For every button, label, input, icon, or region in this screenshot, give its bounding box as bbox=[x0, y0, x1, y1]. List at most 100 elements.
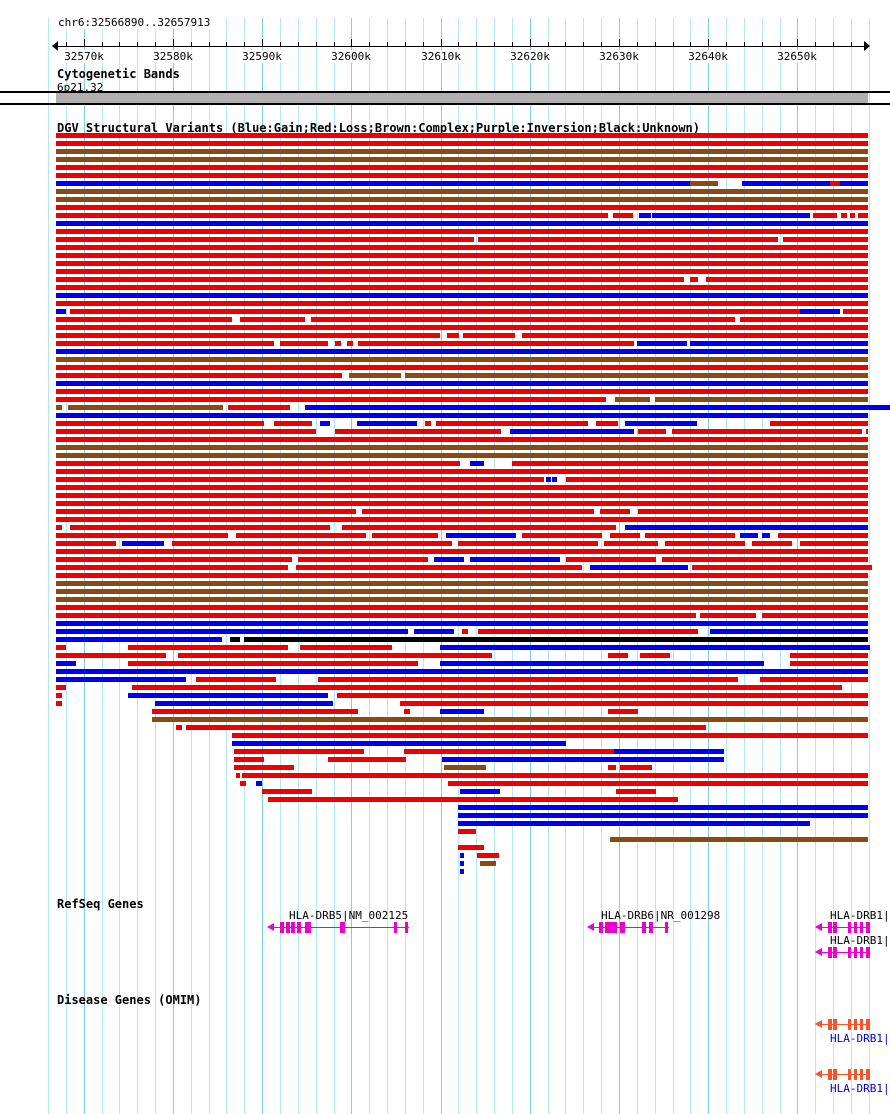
dgv-variant-track[interactable] bbox=[0, 133, 890, 878]
dgv-variant-loss[interactable] bbox=[56, 229, 868, 234]
dgv-variant-gain[interactable] bbox=[357, 421, 417, 426]
dgv-variant-loss[interactable] bbox=[638, 429, 666, 434]
dgv-variant-loss[interactable] bbox=[56, 373, 342, 378]
dgv-variant-loss[interactable] bbox=[56, 501, 868, 506]
dgv-variant-loss[interactable] bbox=[425, 421, 431, 426]
dgv-variant-loss[interactable] bbox=[522, 333, 868, 338]
dgv-variant-loss[interactable] bbox=[296, 565, 582, 570]
cytoband-bar[interactable] bbox=[56, 93, 868, 103]
dgv-variant-loss[interactable] bbox=[56, 365, 868, 370]
dgv-variant-loss[interactable] bbox=[447, 333, 459, 338]
dgv-variant-loss[interactable] bbox=[458, 829, 476, 834]
dgv-variant-loss[interactable] bbox=[458, 541, 598, 546]
dgv-variant-gain[interactable] bbox=[740, 533, 758, 538]
dgv-variant-loss[interactable] bbox=[458, 845, 484, 850]
dgv-variant-gain[interactable] bbox=[546, 477, 551, 482]
dgv-variant-gain[interactable] bbox=[470, 461, 484, 466]
gene-model[interactable] bbox=[815, 947, 870, 958]
dgv-variant-complex[interactable] bbox=[480, 861, 496, 866]
dgv-variant-loss[interactable] bbox=[56, 333, 440, 338]
dgv-variant-loss[interactable] bbox=[318, 677, 738, 682]
dgv-variant-loss[interactable] bbox=[604, 541, 658, 546]
dgv-variant-loss[interactable] bbox=[128, 661, 418, 666]
dgv-variant-loss[interactable] bbox=[56, 397, 606, 402]
dgv-variant-gain[interactable] bbox=[434, 557, 464, 562]
dgv-variant-loss[interactable] bbox=[236, 533, 366, 538]
dgv-variant-complex[interactable] bbox=[655, 397, 868, 402]
dgv-variant-loss[interactable] bbox=[298, 557, 428, 562]
dgv-variant-loss[interactable] bbox=[478, 237, 778, 242]
dgv-variant-gain[interactable] bbox=[56, 349, 868, 354]
dgv-variant-complex[interactable] bbox=[56, 189, 868, 194]
dgv-variant-gain[interactable] bbox=[56, 293, 868, 298]
dgv-variant-loss[interactable] bbox=[56, 533, 228, 538]
dgv-variant-loss[interactable] bbox=[56, 493, 868, 498]
dgv-variant-loss[interactable] bbox=[56, 245, 868, 250]
dgv-variant-gain[interactable] bbox=[460, 789, 500, 794]
dgv-variant-loss[interactable] bbox=[752, 541, 792, 546]
dgv-variant-gain[interactable] bbox=[440, 661, 764, 666]
dgv-variant-loss[interactable] bbox=[186, 725, 706, 730]
dgv-variant-loss[interactable] bbox=[783, 237, 868, 242]
dgv-variant-complex[interactable] bbox=[610, 837, 868, 842]
dgv-variant-loss[interactable] bbox=[56, 469, 868, 474]
dgv-variant-loss[interactable] bbox=[858, 213, 868, 218]
dgv-variant-loss[interactable] bbox=[56, 325, 868, 330]
dgv-variant-loss[interactable] bbox=[300, 645, 392, 650]
dgv-variant-loss[interactable] bbox=[56, 557, 292, 562]
dgv-variant-gain[interactable] bbox=[460, 869, 464, 874]
dgv-variant-gain[interactable] bbox=[122, 541, 164, 546]
dgv-variant-gain[interactable] bbox=[590, 565, 688, 570]
dgv-variant-loss[interactable] bbox=[56, 141, 868, 146]
dgv-variant-loss[interactable] bbox=[56, 605, 868, 610]
gene-model[interactable] bbox=[815, 1069, 870, 1080]
dgv-variant-loss[interactable] bbox=[790, 653, 868, 658]
dgv-variant-gain[interactable] bbox=[470, 557, 560, 562]
dgv-variant-gain[interactable] bbox=[458, 805, 868, 810]
dgv-variant-gain[interactable] bbox=[56, 621, 868, 626]
dgv-variant-loss[interactable] bbox=[311, 317, 735, 322]
dgv-variant-loss[interactable] bbox=[665, 541, 745, 546]
dgv-variant-loss[interactable] bbox=[700, 613, 756, 618]
dgv-variant-loss[interactable] bbox=[56, 317, 232, 322]
dgv-variant-loss[interactable] bbox=[234, 757, 264, 762]
dgv-variant-loss[interactable] bbox=[613, 213, 633, 218]
dgv-variant-gain[interactable] bbox=[458, 821, 810, 826]
dgv-variant-gain[interactable] bbox=[414, 629, 454, 634]
dgv-variant-complex[interactable] bbox=[56, 157, 868, 162]
dgv-variant-loss[interactable] bbox=[800, 541, 868, 546]
dgv-variant-gain[interactable] bbox=[800, 309, 840, 314]
dgv-variant-gain[interactable] bbox=[446, 533, 516, 538]
dgv-variant-unknown[interactable] bbox=[230, 637, 240, 642]
dgv-variant-gain[interactable] bbox=[56, 309, 66, 314]
dgv-variant-complex[interactable] bbox=[56, 197, 868, 202]
dgv-variant-loss[interactable] bbox=[56, 237, 474, 242]
dgv-variant-gain[interactable] bbox=[510, 429, 634, 434]
dgv-variant-loss[interactable] bbox=[232, 733, 868, 738]
dgv-variant-loss[interactable] bbox=[56, 429, 316, 434]
dgv-variant-loss[interactable] bbox=[56, 549, 868, 554]
dgv-variant-complex[interactable] bbox=[56, 453, 868, 458]
dgv-variant-loss[interactable] bbox=[56, 165, 868, 170]
dgv-variant-gain[interactable] bbox=[460, 853, 464, 858]
dgv-variant-loss[interactable] bbox=[337, 693, 868, 698]
dgv-variant-loss[interactable] bbox=[690, 277, 698, 282]
dgv-variant-loss[interactable] bbox=[404, 709, 410, 714]
dgv-variant-loss[interactable] bbox=[280, 341, 328, 346]
dgv-variant-loss[interactable] bbox=[132, 685, 842, 690]
dgv-variant-loss[interactable] bbox=[770, 421, 868, 426]
dgv-variant-loss[interactable] bbox=[638, 509, 868, 514]
dgv-variant-loss[interactable] bbox=[56, 573, 868, 578]
dgv-variant-loss[interactable] bbox=[610, 533, 640, 538]
dgv-variant-gain[interactable] bbox=[320, 421, 330, 426]
dgv-variant-loss[interactable] bbox=[566, 477, 868, 482]
dgv-variant-gain[interactable] bbox=[742, 181, 830, 186]
dgv-variant-loss[interactable] bbox=[566, 557, 656, 562]
dgv-variant-loss[interactable] bbox=[358, 341, 634, 346]
dgv-variant-loss[interactable] bbox=[128, 645, 288, 650]
dgv-variant-loss[interactable] bbox=[347, 341, 353, 346]
dgv-variant-loss[interactable] bbox=[234, 765, 294, 770]
dgv-variant-loss[interactable] bbox=[640, 653, 670, 658]
dgv-variant-loss[interactable] bbox=[645, 533, 735, 538]
dgv-variant-gain[interactable] bbox=[625, 421, 697, 426]
